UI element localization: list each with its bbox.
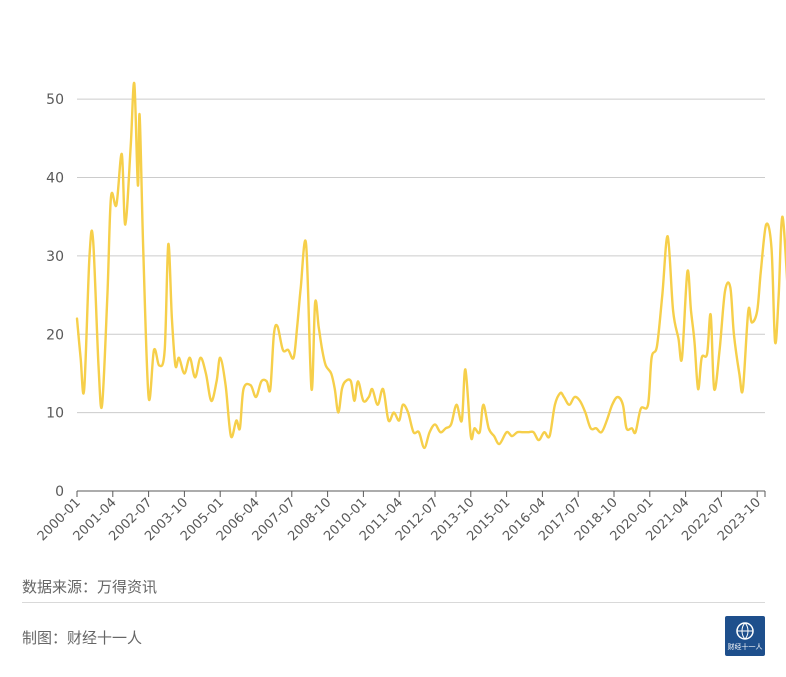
data-source-note: 数据来源：万得资讯: [22, 578, 158, 596]
x-axis-tick-labels: 2000-012001-042002-072003-102005-012006-…: [35, 495, 764, 544]
y-tick-label: 0: [55, 484, 64, 500]
y-axis-tick-labels: 0 10 20 30 40 50: [46, 92, 64, 500]
x-axis: [76, 490, 766, 497]
y-tick-label: 10: [46, 406, 64, 422]
globe-icon: [736, 622, 754, 640]
footer-divider: [22, 602, 765, 603]
brand-logo: 财经十一人: [725, 616, 765, 656]
gridlines: [77, 98, 765, 414]
logo-text: 财经十一人: [727, 643, 763, 651]
y-tick-label: 50: [46, 92, 64, 108]
y-tick-label: 30: [46, 249, 64, 265]
series-line-value: [75, 81, 786, 450]
y-tick-label: 20: [46, 327, 64, 343]
series-layer: [75, 81, 786, 450]
line-chart: 0 10 20 30 40 50 2000-012001-042002-072003-10…: [35, 81, 786, 544]
y-tick-label: 40: [46, 171, 64, 187]
chart-credit: 制图：财经十一人: [22, 629, 143, 647]
